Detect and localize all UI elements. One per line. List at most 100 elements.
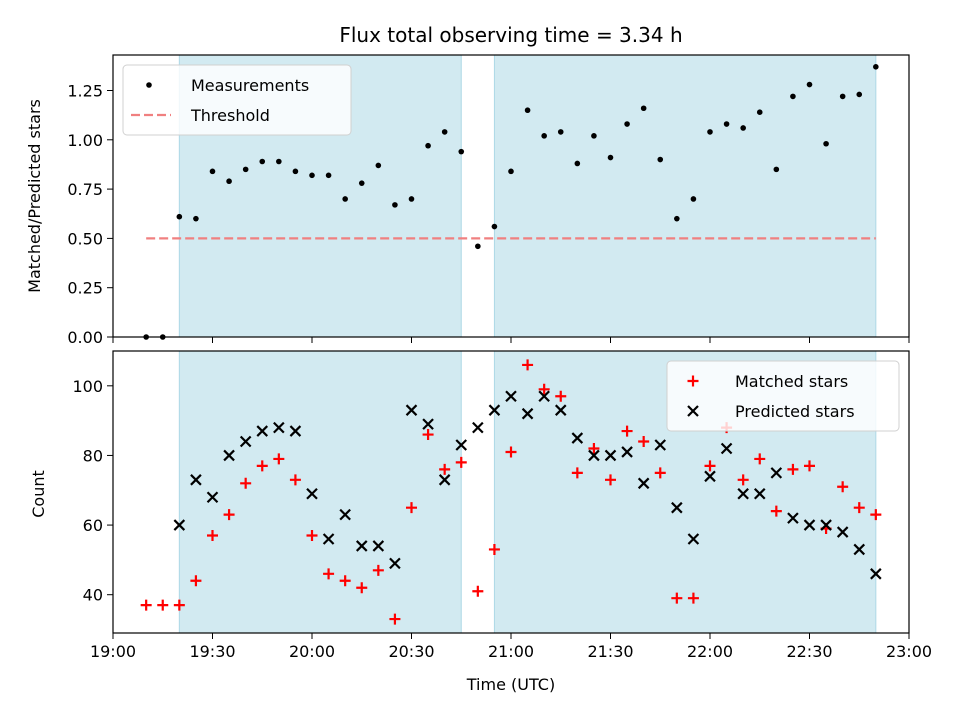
bottom-x-tick-label-7: 22:30 xyxy=(786,642,832,661)
bottom-predicted-stars-point-0 xyxy=(173,519,186,531)
bottom-matched-stars-point-25 xyxy=(555,390,567,402)
bottom-predicted-stars-point-21 xyxy=(521,407,534,420)
bottom-y-tick-label-3: 100 xyxy=(72,377,103,396)
bottom-matched-stars-point-8 xyxy=(273,453,285,465)
top-measurements-point-27 xyxy=(591,133,597,139)
bottom-predicted-stars-point-40 xyxy=(836,526,849,538)
top-measurements-point-30 xyxy=(640,105,647,112)
bottom-predicted-stars-point-5 xyxy=(256,425,269,437)
top-measurements-point-15 xyxy=(392,202,398,208)
top-measurements-point-23 xyxy=(524,107,531,114)
bottom-x-tick-label-6: 22:00 xyxy=(687,642,733,661)
top-measurements-point-6 xyxy=(242,166,249,173)
top-measurements-point-37 xyxy=(756,109,763,115)
top-measurements-point-42 xyxy=(839,93,846,100)
bottom-predicted-stars-point-20 xyxy=(505,390,517,403)
top-measurements-point-28 xyxy=(607,154,614,161)
bottom-predicted-stars-point-14 xyxy=(405,404,418,416)
bottom-matched-stars-point-1 xyxy=(157,599,169,611)
top-measurements-point-18 xyxy=(441,129,448,135)
top-measurements-point-31 xyxy=(657,156,664,163)
bottom-predicted-stars-point-13 xyxy=(389,557,401,570)
bottom-matched-stars-point-12 xyxy=(339,575,351,587)
bottom-matched-stars-point-34 xyxy=(704,460,716,472)
bottom-predicted-stars-point-2 xyxy=(206,491,219,503)
bottom-x-tick-label-5: 21:30 xyxy=(587,642,633,661)
top-legend-measurements-swatch xyxy=(146,82,152,88)
top-measurements-point-32 xyxy=(674,215,680,222)
bottom-axes-frame xyxy=(112,350,910,634)
bottom-predicted-stars-point-6 xyxy=(273,421,285,434)
bottom-matched-stars-point-3 xyxy=(190,575,202,587)
panel-top: 0.00 0.25 0.50 0.75 1.00 1.25 Measurements Thre… xyxy=(67,54,910,347)
bottom-predicted-stars-point-4 xyxy=(239,435,252,448)
top-y-tick-label-2: 0.50 xyxy=(67,229,103,248)
bottom-y-tick-label-0: 40 xyxy=(83,586,103,605)
bottom-predicted-stars-point-3 xyxy=(223,449,235,462)
bottom-predicted-stars-point-19 xyxy=(488,404,501,416)
top-measurements-point-17 xyxy=(425,142,431,149)
bottom-predicted-stars-point-36 xyxy=(770,467,783,479)
bottom-predicted-stars-point-34 xyxy=(737,487,749,500)
bottom-predicted-stars-point-38 xyxy=(803,519,816,531)
x-axis-label: Time (UTC) xyxy=(466,675,555,694)
top-measurements-point-20 xyxy=(475,243,481,250)
top-y-tick-label-0: 0.00 xyxy=(67,328,103,347)
bottom-predicted-stars-point-18 xyxy=(472,421,484,434)
bottom-matched-stars-point-38 xyxy=(770,505,782,517)
bottom-predicted-stars-point-10 xyxy=(339,508,351,521)
top-measurements-point-8 xyxy=(276,158,282,165)
top-legend-box xyxy=(122,64,352,136)
top-measurements-point-22 xyxy=(508,168,514,175)
bottom-legend-predicted-stars-label: Predicted stars xyxy=(735,402,855,421)
bottom-matched-stars-point-24 xyxy=(538,383,550,395)
top-measurements-point-29 xyxy=(624,121,630,127)
bottom-y-axis-label: Count xyxy=(29,470,48,518)
top-measurements-point-21 xyxy=(491,223,498,230)
bottom-matched-stars-point-6 xyxy=(240,477,252,489)
bottom-matched-stars-point-17 xyxy=(422,429,434,441)
bottom-predicted-stars-point-24 xyxy=(571,432,584,444)
top-measurements-point-43 xyxy=(856,91,863,98)
bottom-x-tick-label-1: 19:30 xyxy=(189,642,235,661)
bottom-matched-stars-point-20 xyxy=(472,585,484,597)
bottom-matched-stars-point-19 xyxy=(455,456,467,468)
bottom-matched-stars-point-30 xyxy=(638,436,650,448)
bottom-x-tick-label-8: 23:00 xyxy=(886,642,932,661)
bottom-predicted-stars-point-8 xyxy=(306,487,318,500)
bottom-legend-matched-stars-label: Matched stars xyxy=(735,372,848,391)
top-measurements-point-7 xyxy=(259,158,266,165)
top-measurements-point-13 xyxy=(358,180,365,186)
top-measurements-point-24 xyxy=(541,133,547,139)
top-legend-measurements-label: Measurements xyxy=(191,76,309,95)
bottom-matched-stars-point-16 xyxy=(406,502,417,514)
bottom-matched-stars-point-27 xyxy=(588,442,600,454)
bottom-predicted-stars-point-41 xyxy=(853,543,866,556)
top-measurements-point-12 xyxy=(342,196,348,202)
top-legend-threshold-label: Threshold xyxy=(190,106,270,125)
bottom-matched-stars-point-37 xyxy=(754,453,766,465)
bottom-x-tick-label-0: 19:00 xyxy=(90,642,136,661)
top-y-tick-label-4: 1.00 xyxy=(67,131,103,150)
bottom-predicted-stars-point-28 xyxy=(637,477,650,490)
bottom-matched-stars-point-23 xyxy=(522,359,534,371)
bottom-predicted-stars-point-35 xyxy=(753,487,766,500)
bottom-shaded-interval-0 xyxy=(178,350,462,634)
top-measurements-point-41 xyxy=(823,140,829,147)
top-measurements-point-25 xyxy=(557,129,564,135)
top-measurements-point-36 xyxy=(740,125,746,131)
top-measurements-point-10 xyxy=(309,172,315,179)
top-measurements-point-19 xyxy=(458,148,465,155)
bottom-matched-stars-point-10 xyxy=(306,530,318,542)
bottom-y-tick-label-1: 60 xyxy=(83,516,103,535)
top-measurements-point-40 xyxy=(806,81,813,88)
top-measurements-point-3 xyxy=(193,215,199,222)
bottom-matched-stars-point-28 xyxy=(605,474,616,486)
bottom-matched-stars-point-2 xyxy=(173,599,185,611)
bottom-predicted-stars-point-33 xyxy=(720,442,733,455)
bottom-predicted-stars-point-27 xyxy=(621,446,633,458)
top-measurements-point-34 xyxy=(707,129,713,135)
top-measurements-point-4 xyxy=(209,168,216,175)
top-y-tick-label-5: 1.25 xyxy=(67,81,103,100)
